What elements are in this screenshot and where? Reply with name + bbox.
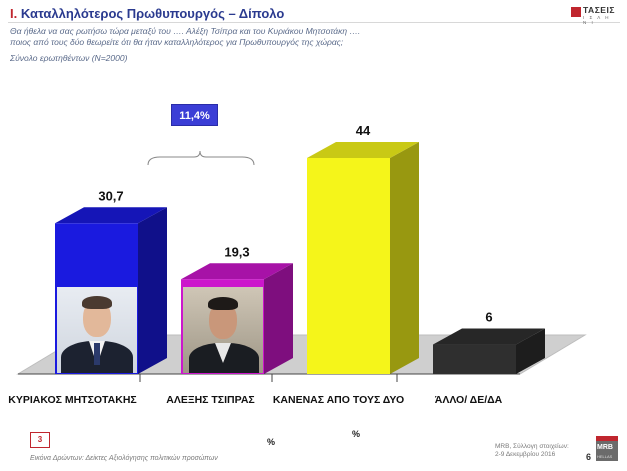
title-number: Ι.: [10, 6, 18, 21]
source-note: MRB, Σύλλογη στοιχείων: 2-9 Δεκεμβρίου 2…: [495, 443, 569, 459]
question-line-2: ποιος από τους δύο θεωρείτε ότι θα ήταν …: [10, 37, 344, 47]
page-number: 6: [586, 452, 592, 462]
page-title: Ι. Καταλληλότερος Πρωθυπουργός – Δίπολο: [10, 6, 284, 21]
photo-mitsotakis: [57, 287, 137, 373]
difference-badge: 11,4%: [171, 104, 218, 126]
bar-top-2: [307, 142, 419, 158]
title-divider: [8, 22, 620, 23]
bar-top-1: [181, 263, 293, 280]
title-text: Καταλληλότερος Πρωθυπουργός – Δίπολο: [20, 6, 285, 21]
bar-side-2: [390, 142, 419, 374]
tasis-logo: ΤΑΣΕΙΣ Ι Σ Λ Η Ν Ι: [571, 5, 619, 25]
logo-subtext: Ι Σ Λ Η Ν Ι: [583, 15, 611, 25]
logo-text: ΤΑΣΕΙΣ: [583, 5, 615, 15]
category-label-other: ΆΛΛΟ/ ΔΕ/ΔΑ: [434, 394, 503, 406]
bar-front-2: [307, 158, 390, 374]
sample-size-note: Σύνολο ερωτηθέντων (N=2000): [10, 53, 128, 63]
category-label-none: ΚΑΝΕΝΑΣ ΑΠΟ ΤΟΥΣ ΔΥΟ: [272, 394, 405, 406]
difference-bracket: [147, 150, 255, 166]
bar-top-0: [55, 207, 167, 224]
unit-label-left: %: [267, 437, 276, 447]
data-label-1: 19,3: [224, 244, 249, 259]
bar-front-3: [433, 344, 516, 374]
data-label-2: 44: [356, 123, 371, 138]
data-label-0: 30,7: [98, 188, 123, 203]
photo-tsipras: [183, 287, 263, 373]
source-line-1: MRB, Σύλλογη στοιχείων:: [495, 443, 569, 450]
logo-square-icon: [571, 7, 581, 17]
category-label-mitsotakis: ΚΥΡΙΑΚΟΣ ΜΗΤΣΟΤΑΚΗΣ: [8, 394, 137, 406]
footer-note: Εικόνα Δρώντων: Δείκτες Αξιολόγησης πολι…: [30, 455, 218, 462]
mrb-logo: MRB HELLAS: [596, 436, 618, 461]
category-label-tsipras: ΑΛΕΞΗΣ ΤΣΙΠΡΑΣ: [166, 394, 255, 406]
data-label-3: 6: [485, 310, 492, 325]
tie-shape: [94, 343, 100, 365]
bar-top-3: [433, 328, 545, 345]
hair-shape: [82, 296, 112, 309]
bar-side-1: [264, 263, 293, 374]
unit-label: %: [352, 429, 361, 439]
bar-side-3: [516, 328, 545, 374]
question-line-1: Θα ήθελα να σας ρωτήσω τώρα μεταξύ του ……: [10, 26, 361, 36]
bar-side-0: [138, 207, 167, 374]
mrb-logo-text: MRB: [597, 444, 613, 451]
source-line-2: 2-9 Δεκεμβρίου 2016: [495, 451, 556, 458]
hair-shape: [208, 297, 238, 310]
slide-index-box: 3: [30, 432, 50, 448]
mrb-logo-subtext: HELLAS: [597, 454, 613, 459]
